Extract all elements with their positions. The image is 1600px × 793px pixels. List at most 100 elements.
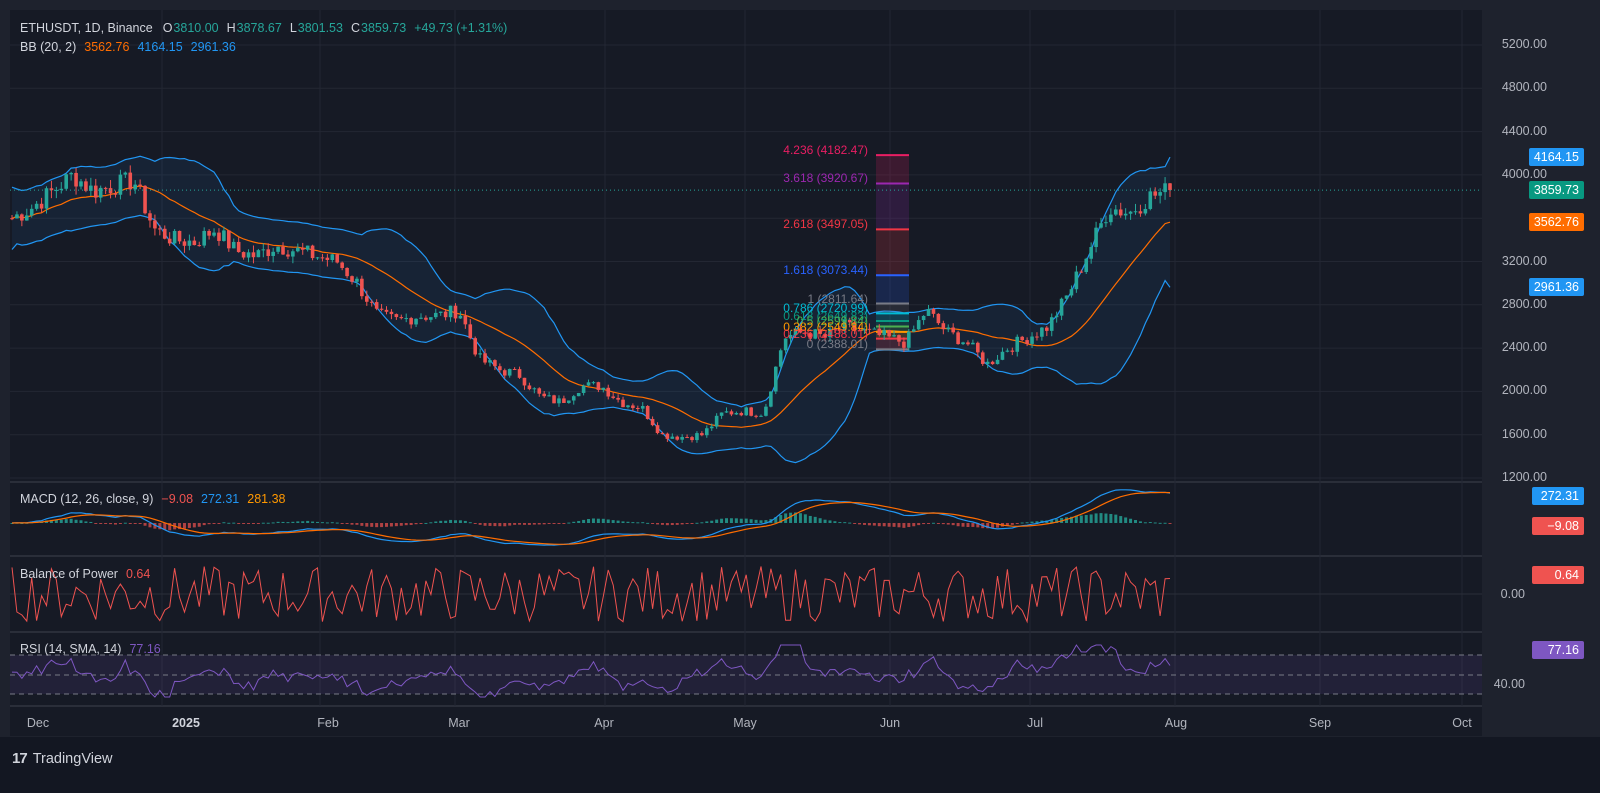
- candle-body: [537, 388, 542, 394]
- candle-body: [296, 247, 300, 252]
- candle-body: [892, 335, 896, 337]
- fib-zone: [876, 275, 909, 304]
- macd-histogram-bar: [651, 523, 655, 524]
- candle-body: [1059, 298, 1064, 316]
- candle-body: [1064, 295, 1069, 299]
- macd-histogram-bar: [168, 523, 172, 531]
- macd-histogram-bar: [1030, 521, 1034, 523]
- macd-histogram-bar: [212, 523, 216, 524]
- macd-histogram-bar: [700, 522, 704, 524]
- candle-body: [1094, 227, 1098, 248]
- candle-body: [690, 437, 694, 441]
- macd-histogram-bar: [316, 521, 320, 523]
- candle-body: [921, 315, 926, 321]
- macd-histogram-bar: [449, 519, 453, 523]
- candle-body: [340, 262, 344, 268]
- candle-body: [902, 341, 906, 348]
- candle-body: [680, 437, 684, 440]
- macd-histogram-bar: [976, 523, 980, 528]
- candle-body: [547, 395, 551, 397]
- candle-body: [966, 342, 970, 345]
- macd-histogram-bar: [197, 523, 201, 527]
- candle-body: [645, 406, 650, 419]
- last-price-tag: 3859.73: [1528, 181, 1584, 199]
- macd-histogram-bar: [340, 523, 344, 524]
- macd-line-tag: 272.31: [1532, 487, 1584, 505]
- candle-body: [764, 406, 768, 416]
- macd-histogram-bar: [941, 523, 945, 525]
- candle-body: [1035, 336, 1039, 338]
- candle-body: [458, 315, 463, 319]
- macd-histogram-bar: [843, 522, 847, 524]
- candle-body: [823, 333, 827, 338]
- brand-name: TradingView: [32, 750, 113, 767]
- fib-level-label: 2.618 (3497.05): [783, 217, 868, 232]
- tradingview-brand[interactable]: 17 TradingView: [12, 750, 112, 767]
- macd-histogram-bar: [1089, 514, 1093, 523]
- bb-label[interactable]: BB (20, 2): [20, 40, 77, 54]
- macd-histogram-bar: [1099, 513, 1103, 523]
- macd-histogram-bar: [271, 522, 275, 524]
- macd-histogram-bar: [1050, 519, 1054, 523]
- macd-label[interactable]: MACD (12, 26, close, 9): [20, 492, 154, 506]
- candle-body: [414, 318, 418, 325]
- candle-body: [148, 213, 152, 221]
- symbol-legend[interactable]: ETHUSDT, 1D, Binance O 3810.00 H 3878.67 L…: [20, 21, 507, 35]
- candle-body: [655, 425, 660, 434]
- candle-body: [108, 188, 113, 194]
- macd-histogram-bar: [458, 520, 462, 523]
- macd-histogram-bar: [966, 523, 970, 528]
- macd-histogram-bar: [1163, 522, 1167, 524]
- price-axis-label: 1200.00: [1501, 470, 1547, 484]
- bop-label[interactable]: Balance of Power: [20, 567, 118, 581]
- macd-histogram-bar: [84, 521, 88, 523]
- macd-histogram-bar: [680, 523, 684, 525]
- macd-histogram-bar: [54, 519, 58, 523]
- candle-body: [867, 328, 872, 330]
- candle-body: [833, 328, 837, 330]
- candle-body: [236, 241, 241, 253]
- macd-histogram-bar: [207, 523, 211, 525]
- candle-body: [20, 214, 24, 221]
- macd-histogram-bar: [1124, 517, 1128, 523]
- candle-body: [931, 309, 936, 314]
- candle-body: [133, 184, 137, 190]
- candle-body: [1148, 191, 1153, 209]
- macd-histogram-bar: [838, 522, 842, 524]
- macd-histogram-bar: [616, 520, 620, 523]
- macd-histogram-bar: [670, 523, 674, 526]
- macd-histogram-bar: [69, 518, 73, 523]
- candle-body: [241, 252, 246, 258]
- macd-histogram-bar: [828, 520, 832, 523]
- symbol-title[interactable]: ETHUSDT, 1D, Binance: [20, 21, 153, 35]
- candle-body: [448, 305, 453, 318]
- candle-body: [369, 301, 374, 303]
- macd-histogram-bar: [641, 522, 645, 524]
- candle-body: [305, 245, 310, 250]
- candle-body: [759, 415, 763, 417]
- candle-body: [438, 311, 443, 313]
- bb-legend[interactable]: BB (20, 2) 3562.76 4164.15 2961.36: [20, 40, 236, 54]
- macd-histogram-bar: [118, 523, 122, 524]
- macd-histogram-bar: [1143, 522, 1147, 524]
- candle-body: [399, 317, 404, 319]
- macd-histogram-bar: [375, 523, 379, 528]
- macd-histogram-bar: [281, 521, 285, 523]
- macd-histogram-bar: [567, 522, 571, 524]
- bop-legend[interactable]: Balance of Power 0.64: [20, 567, 150, 581]
- macd-histogram-bar: [1020, 522, 1024, 524]
- candle-body: [916, 320, 921, 330]
- macd-legend[interactable]: MACD (12, 26, close, 9) −9.08 272.31 281…: [20, 492, 286, 506]
- macd-histogram-bar: [936, 523, 940, 524]
- candle-body: [1168, 183, 1172, 191]
- macd-histogram-bar: [582, 519, 586, 523]
- candle-body: [951, 327, 955, 333]
- rsi-label[interactable]: RSI (14, SMA, 14): [20, 642, 122, 656]
- candle-body: [1015, 336, 1020, 352]
- candle-body: [1040, 327, 1044, 337]
- candle-body: [739, 413, 744, 416]
- macd-histogram-bar: [187, 523, 191, 528]
- rsi-legend[interactable]: RSI (14, SMA, 14) 77.16: [20, 642, 161, 656]
- chart-canvas[interactable]: [0, 0, 1600, 737]
